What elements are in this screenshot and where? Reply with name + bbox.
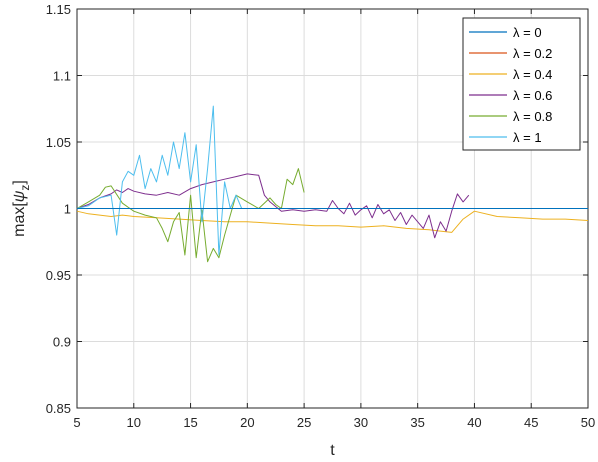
x-tick-label: 45 <box>524 415 538 430</box>
series-line-4 <box>76 168 305 263</box>
x-tick-label: 20 <box>240 415 254 430</box>
series-line-5 <box>76 105 243 256</box>
y-label-prefix: max[ <box>11 202 28 237</box>
y-tick-label: 1.1 <box>53 69 71 84</box>
y-label-suffix: ] <box>11 180 28 184</box>
x-tick-label: 15 <box>183 415 197 430</box>
y-tick-label: 0.9 <box>53 335 71 350</box>
y-tick-labels: 0.85 0.9 0.95 1 1.05 1.1 1.15 <box>46 2 71 416</box>
y-tick-label: 0.85 <box>46 401 71 416</box>
x-tick-label: 30 <box>354 415 368 430</box>
series-line-3 <box>76 173 470 239</box>
x-tick-label: 50 <box>581 415 595 430</box>
legend-entry: λ = 0.8 <box>513 109 552 124</box>
legend-entry: λ = 0.4 <box>513 67 552 82</box>
legend-entry: λ = 1 <box>513 130 542 145</box>
y-tick-label: 1 <box>64 202 71 217</box>
legend-entry: λ = 0 <box>513 25 542 40</box>
x-axis-label: t <box>330 442 335 459</box>
legend: λ = 0 λ = 0.2 λ = 0.4 λ = 0.6 λ = 0.8 λ = 1 <box>462 17 581 151</box>
y-tick-label: 1.15 <box>46 2 71 17</box>
legend-entry: λ = 0.2 <box>513 46 552 61</box>
x-tick-label: 25 <box>297 415 311 430</box>
x-tick-label: 35 <box>410 415 424 430</box>
x-tick-label: 5 <box>73 415 80 430</box>
legend-entry: λ = 0.6 <box>513 88 552 103</box>
series-line-2 <box>76 210 589 233</box>
x-tick-label: 10 <box>127 415 141 430</box>
x-tick-label: 40 <box>467 415 481 430</box>
x-tick-labels: 5 10 15 20 25 30 35 40 45 50 <box>73 415 595 430</box>
y-tick-label: 0.95 <box>46 268 71 283</box>
y-axis-label: max[ψz] <box>11 180 32 237</box>
series-lines <box>76 105 589 263</box>
y-tick-label: 1.05 <box>46 135 71 150</box>
legend-box <box>462 17 581 151</box>
y-label-subscript: z <box>18 185 32 191</box>
y-label-symbol: ψ <box>11 190 28 202</box>
